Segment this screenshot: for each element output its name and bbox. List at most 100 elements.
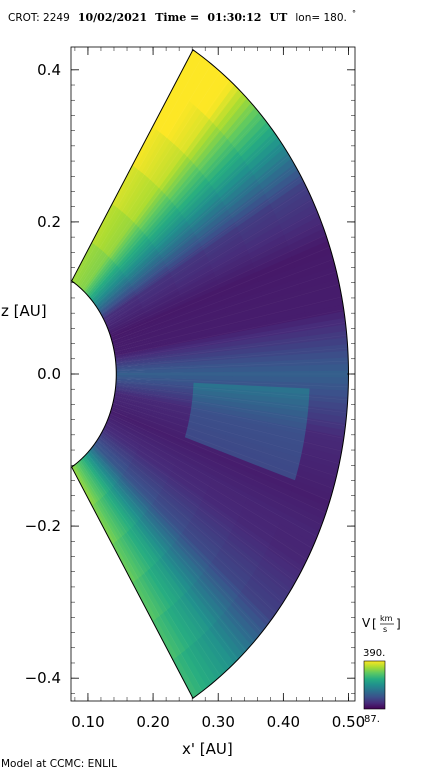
speed-cell [170,103,199,145]
speed-cell [141,572,169,615]
speed-cell [169,248,207,276]
speed-cell [152,618,179,661]
speed-cell [75,462,101,503]
speed-cell [133,523,163,562]
speed-cell [228,413,270,428]
speed-cell [216,616,249,656]
speed-cell [110,410,149,429]
colorbar-unit-numerator: km [380,614,393,623]
speed-cell [302,290,344,308]
speed-cell [153,391,194,401]
speed-cell [156,220,191,253]
speed-cell [152,213,186,248]
speed-cell [115,350,156,360]
speed-cell [217,550,252,584]
speed-cell [154,375,195,380]
speed-cell [229,529,267,560]
speed-cell [272,533,311,562]
speed-cell [144,511,177,547]
speed-cell [266,421,308,436]
y-tick-label: −0.4 [25,669,61,687]
speed-cell [124,175,152,216]
y-tick-label: 0.4 [37,61,61,79]
speed-cell [80,251,108,290]
speed-cell [72,242,97,283]
speed-cell [170,603,199,645]
speed-cell [264,436,305,453]
speed-cell [214,553,249,589]
speed-cell [309,363,349,372]
speed-cell [309,369,349,378]
speed-cell [203,494,241,522]
speed-cell [263,441,304,459]
speed-cell [256,151,293,185]
speed-cell [184,188,219,222]
speed-cell [99,497,126,538]
speed-cell [178,453,217,477]
speed-cell [261,283,302,302]
speed-cell [77,461,103,501]
speed-cell [155,89,182,133]
speed-cell [240,507,279,535]
speed-cell [224,295,265,313]
speed-cell [258,460,298,481]
speed-cell [246,493,286,519]
speed-cell [93,204,118,246]
speed-cell [191,515,227,548]
speed-cell [299,457,340,477]
speed-cell [270,364,312,372]
speed-cell [119,536,146,577]
speed-cell [175,459,214,484]
speed-cell [143,435,181,458]
speed-cell [230,110,264,148]
speed-cell [108,489,138,527]
speed-cell [192,396,233,407]
speed-cell [105,492,133,532]
speed-cell [165,480,201,510]
speed-cell [190,406,231,419]
speed-cell [104,296,141,322]
speed-cell [180,594,211,634]
speed-cell [95,276,129,308]
speed-cell [268,323,309,337]
speed-cell [145,299,185,320]
speed-cell [307,323,348,337]
speed-cell [150,503,184,538]
speed-cell [195,508,232,540]
speed-cell [210,478,249,505]
speed-cell [115,386,156,395]
speed-cell [222,541,258,575]
speed-cell [283,214,323,241]
speed-cell [106,304,144,328]
speed-cell [113,483,144,520]
speed-cell [221,447,261,467]
speed-cell [217,459,257,481]
speed-cell [138,130,165,173]
speed-cell [205,490,243,518]
speed-cell [165,237,201,267]
speed-cell [118,478,150,513]
speed-cell [146,303,186,323]
speed-cell [230,330,271,343]
speed-cell [95,501,121,542]
speed-cell [211,557,246,593]
speed-cell [201,632,232,673]
speed-cell [87,260,117,297]
speed-cell [227,422,268,438]
speed-cell [253,146,290,180]
speed-cell [106,491,135,530]
speed-cell [136,271,173,299]
speed-cell [192,392,233,402]
speed-cell [186,522,222,556]
speed-cell [270,386,311,395]
speed-cell [193,129,225,168]
speed-cell [174,462,212,488]
speed-cell [134,454,170,483]
speed-cell [212,620,245,660]
speed-cell [116,364,157,370]
speed-cell [153,396,194,408]
speed-cell [267,416,308,430]
speed-cell [202,569,236,606]
speed-cell [154,383,195,390]
speed-cell [87,451,117,488]
